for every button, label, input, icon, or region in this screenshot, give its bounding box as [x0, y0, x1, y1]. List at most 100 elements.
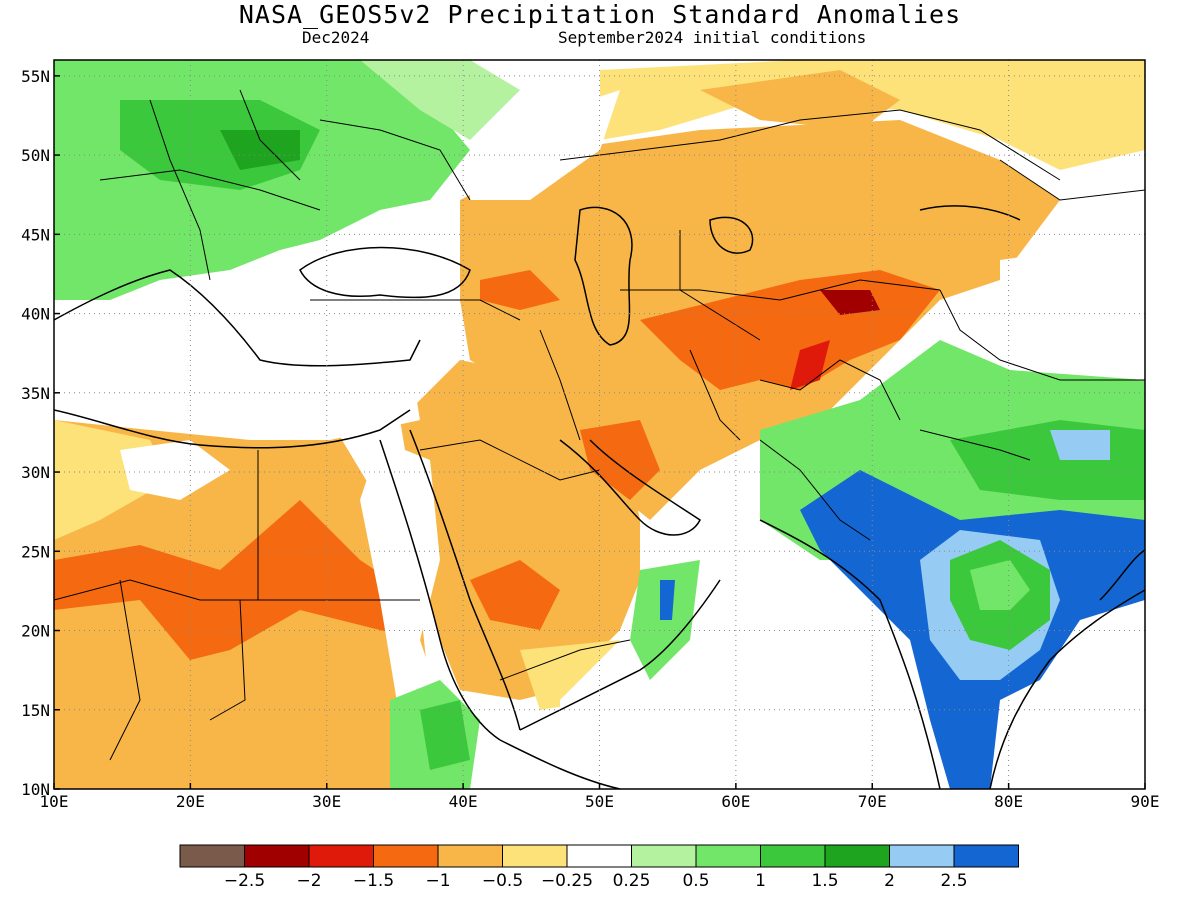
border-afghanistan-pakistan	[759, 359, 901, 421]
anomaly-region-east-white	[1000, 240, 1145, 380]
border-kazakhstan-north	[559, 109, 1061, 181]
coast-balkhash	[919, 205, 1021, 221]
colorbar-swatch	[244, 844, 310, 868]
lat-tick-label: 50N	[21, 146, 50, 165]
colorbar-swatch	[760, 844, 826, 868]
border-niger	[109, 579, 141, 761]
coast-mediterranean-south	[54, 409, 411, 449]
colorbar-swatch	[437, 844, 503, 868]
lon-tick-label: 80E	[994, 792, 1023, 811]
colorbar-label: −2.5	[224, 871, 265, 891]
anomaly-region-russia-white	[470, 90, 620, 200]
coast-india-east	[989, 589, 1145, 789]
colorbar-label: 2	[884, 871, 895, 891]
colorbar: −2.5 −2 −1.5 −1 −0.5 −0.25 0.25 0.5 1 1.5 2 2.5	[179, 844, 1019, 891]
anomaly-region-ocean-white	[560, 540, 900, 789]
colorbar-label: 2.5	[940, 871, 967, 891]
anomaly-region-caucasus-dark	[480, 270, 560, 310]
colorbar-swatch	[953, 844, 1019, 868]
colorbar-label: −1	[425, 871, 450, 891]
lon-tick-label: 50E	[585, 792, 614, 811]
border-pakistan-india	[759, 439, 871, 541]
lat-tick-label: 35N	[21, 384, 50, 403]
map-title: NASA_GEOS5v2 Precipitation Standard Anom…	[238, 0, 962, 29]
border-china-west	[939, 289, 1145, 381]
anomaly-region-africa-dark	[54, 500, 420, 660]
colorbar-swatch	[824, 844, 890, 868]
colorbar-label: −0.5	[482, 871, 523, 891]
anomaly-region-india-core-light	[970, 560, 1030, 610]
border-turkey	[310, 299, 521, 321]
anomaly-region-med-white	[54, 300, 420, 440]
anomaly-field	[54, 60, 1145, 789]
lat-tick-label: 30N	[21, 463, 50, 482]
border-chad-sudan	[209, 599, 246, 721]
coast-horn	[499, 739, 621, 789]
coast-black-sea	[299, 246, 471, 299]
lon-tick-label: 90E	[1131, 792, 1160, 811]
lon-tick-label: 10E	[40, 792, 69, 811]
border-ukraine	[319, 119, 471, 201]
anomaly-region-ethiopia-dark	[420, 700, 470, 770]
border-turkmen-uzbek	[679, 230, 761, 341]
anomaly-region-redsea-white	[360, 440, 440, 720]
border-kazakhstan-south	[620, 279, 941, 301]
colorbar-label: −0.25	[541, 871, 593, 891]
border-europe-1	[99, 169, 321, 211]
anomaly-region-europe-light	[360, 60, 520, 140]
anomaly-region-bengal-light	[1050, 430, 1110, 460]
lon-tick-label: 70E	[858, 792, 887, 811]
lon-tick-label: 60E	[721, 792, 750, 811]
anomaly-region-kyrgyz-red	[820, 290, 880, 315]
lat-tick-label: 55N	[21, 67, 50, 86]
colorbar-label: 0.5	[682, 871, 709, 891]
colorbar-swatch	[502, 844, 568, 868]
border-europe-2	[149, 99, 211, 281]
coast-red-sea-east	[409, 429, 521, 731]
colorbar-label: 1.5	[811, 871, 838, 891]
colorbar-swatch	[889, 844, 955, 868]
border-nepal	[919, 429, 1031, 461]
coast-red-sea-west	[379, 439, 501, 741]
lat-tick-label: 15N	[21, 701, 50, 720]
colorbar-swatch	[308, 844, 374, 868]
border-saudi-north	[419, 439, 601, 481]
colorbar-swatch	[631, 844, 697, 868]
colorbar-swatch	[179, 844, 245, 868]
lat-tick-label: 10N	[21, 780, 50, 799]
initial-conditions-label: September2024 initial conditions	[558, 28, 867, 47]
colorbar-label: 0.25	[613, 871, 651, 891]
colorbar-swatch	[695, 844, 761, 868]
lat-axis: 10N 15N 20N 25N 30N 35N 40N 45N 50N 55N	[21, 67, 60, 799]
anomaly-region-arabia-dark	[470, 560, 560, 630]
lat-tick-label: 45N	[21, 225, 50, 244]
colorbar-label: −2	[296, 871, 321, 891]
coast-mediterranean-north	[54, 269, 421, 367]
lon-axis: 10E 20E 30E 40E 50E 60E 70E 80E 90E	[40, 783, 1160, 811]
anomaly-region-oman-blue	[660, 580, 675, 620]
border-iran-iraq	[539, 329, 581, 441]
coast-persian-gulf	[559, 439, 701, 536]
lon-tick-label: 20E	[176, 792, 205, 811]
lat-tick-label: 20N	[21, 622, 50, 641]
coast-india-west	[759, 519, 941, 789]
lon-tick-label: 30E	[312, 792, 341, 811]
lon-tick-label: 40E	[449, 792, 478, 811]
colorbar-label: −1.5	[353, 871, 394, 891]
country-borders	[54, 89, 1145, 761]
anomaly-region-libya-white	[120, 440, 230, 500]
colorbar-swatch	[373, 844, 439, 868]
colorbar-label: 1	[755, 871, 766, 891]
forecast-month-label: Dec2024	[302, 28, 370, 47]
coast-caspian	[574, 206, 633, 346]
coast-aral	[709, 216, 754, 254]
border-mongolia	[999, 159, 1145, 201]
coast-bay-bengal	[1099, 549, 1145, 601]
gridlines	[54, 60, 1145, 789]
colorbar-swatch	[566, 844, 632, 868]
coast-arabia-south	[519, 579, 721, 731]
border-saudi-yemen	[499, 639, 631, 681]
border-iran-afghanistan	[689, 349, 741, 441]
coastlines	[54, 205, 1145, 789]
